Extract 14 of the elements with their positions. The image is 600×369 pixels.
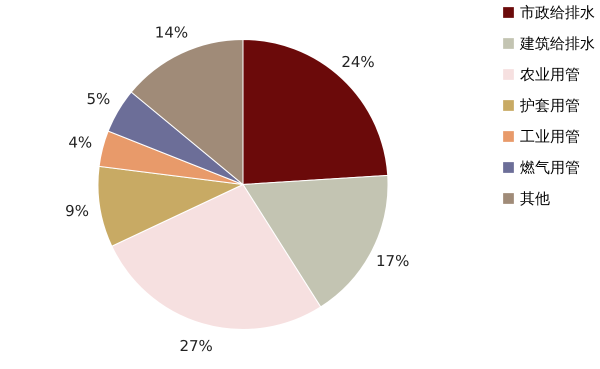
legend-label: 建筑给排水 <box>519 34 595 52</box>
data-label: 24% <box>341 53 375 72</box>
data-label: 5% <box>86 90 110 108</box>
legend-label: 市政给排水 <box>520 4 595 22</box>
legend-label: 燃气用管 <box>520 158 580 176</box>
data-label: 27% <box>179 336 213 355</box>
legend-label: 护套用管 <box>519 96 580 114</box>
data-label: 4% <box>68 134 92 152</box>
data-label: 17% <box>376 252 410 270</box>
legend-label: 工业用管 <box>520 128 580 146</box>
legend-label: 其他 <box>520 190 550 208</box>
data-label: 14% <box>154 23 188 42</box>
data-label: 9% <box>65 202 89 220</box>
legend-label: 农业用管 <box>520 66 580 84</box>
